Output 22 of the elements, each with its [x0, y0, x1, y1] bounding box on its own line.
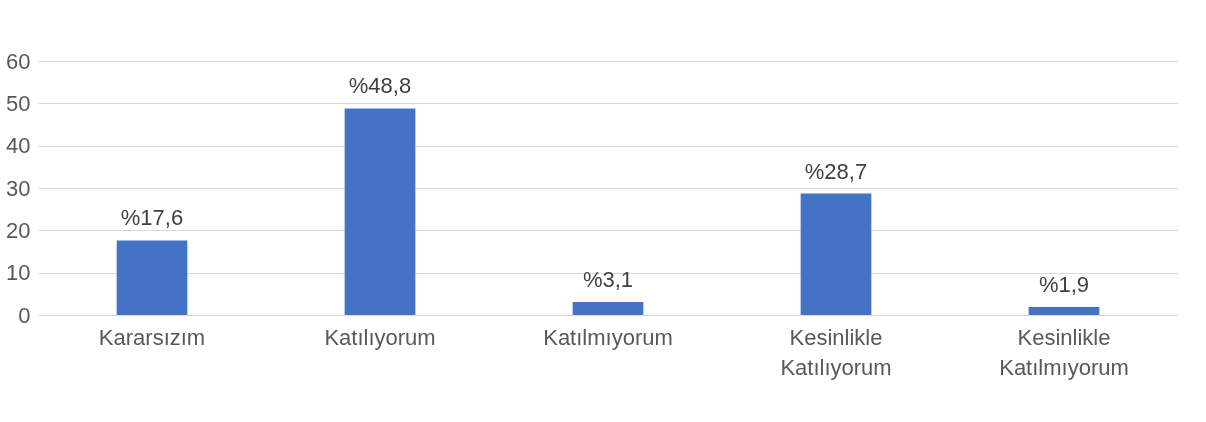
y-tick-label: 40 — [6, 133, 31, 159]
y-tick-label: 20 — [6, 217, 31, 243]
x-tick-label: Kesinlikle Katılıyorum — [780, 324, 892, 380]
data-label: %48,8 — [348, 73, 412, 99]
y-tick-label: 60 — [6, 48, 31, 74]
bar — [1028, 306, 1100, 315]
x-tick-label: Kesinlikle Katılmıyorum — [999, 324, 1129, 380]
x-tick-label: Kararsızım — [98, 324, 206, 350]
bar — [344, 108, 416, 315]
x-tick-label: Katılıyorum — [324, 324, 436, 350]
data-label: %1,9 — [1038, 271, 1090, 297]
y-tick-label: 30 — [6, 175, 31, 201]
data-label: %17,6 — [120, 205, 184, 231]
bar — [572, 301, 644, 315]
data-label: %3,1 — [582, 266, 634, 292]
data-label: %28,7 — [804, 158, 868, 184]
bar — [116, 240, 188, 315]
x-tick-label: Katılmıyorum — [543, 324, 673, 350]
bar — [800, 193, 872, 315]
y-tick-label: 10 — [6, 260, 31, 286]
y-tick-label: 0 — [18, 302, 31, 328]
y-tick-label: 50 — [6, 90, 31, 116]
